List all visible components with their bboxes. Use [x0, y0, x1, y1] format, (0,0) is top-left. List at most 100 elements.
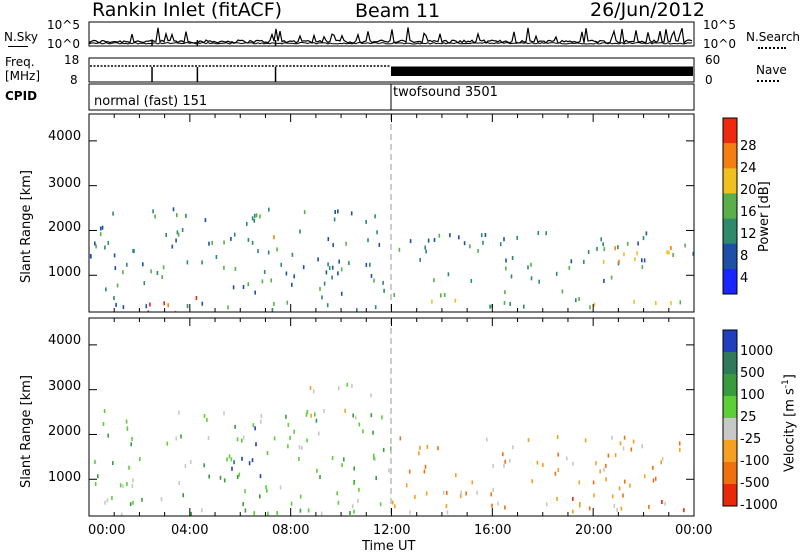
velocity-cell — [424, 464, 427, 469]
power-cell — [254, 290, 256, 295]
power-cell — [433, 237, 436, 242]
velocity-cell — [442, 490, 445, 495]
power-cell — [152, 209, 154, 214]
velocity-cell — [254, 426, 256, 431]
velocity-cell — [203, 414, 206, 418]
power-cell — [365, 219, 367, 224]
power-cell — [268, 207, 270, 212]
power-ylabel: Slant Range [km] — [19, 170, 34, 283]
power-cell — [510, 274, 513, 279]
power-cell — [626, 241, 629, 246]
velocity-cell — [372, 430, 374, 435]
nsky-tick-high: 10^5 — [47, 18, 80, 32]
velocity-cell — [122, 484, 124, 489]
power-cell — [684, 243, 686, 248]
velocity-cell — [476, 490, 478, 495]
velocity-cell — [131, 483, 134, 488]
velocity-cell — [299, 508, 302, 513]
velocity-cell — [120, 512, 123, 516]
power-colorbar-segment — [723, 268, 737, 295]
power-cell — [370, 273, 373, 278]
velocity-cell — [654, 476, 657, 481]
velocity-cell — [287, 444, 289, 449]
nsearch-tick-low: 10^0 — [703, 37, 736, 51]
power-cell — [201, 260, 203, 265]
velocity-cell — [128, 465, 130, 470]
velocity-panel-frame — [88, 317, 695, 517]
power-cell — [285, 271, 288, 276]
power-cell — [337, 271, 339, 276]
velocity-cell — [301, 445, 303, 450]
power-cell — [545, 231, 547, 236]
power-cell — [610, 275, 613, 280]
power-cell — [419, 257, 421, 262]
power-cell — [167, 303, 169, 308]
power-cell — [603, 247, 606, 252]
velocity-cell — [652, 465, 654, 470]
power-cell — [208, 241, 210, 246]
power-ytick-4000: 4000 — [48, 129, 82, 144]
velocity-cell — [648, 504, 650, 509]
velocity-cell — [259, 474, 262, 479]
velocity-cell — [337, 500, 340, 505]
velocity-cell — [298, 457, 300, 461]
power-cell — [617, 245, 619, 250]
velocity-cell — [614, 453, 617, 458]
velocity-cell — [379, 502, 382, 507]
velocity-cell — [605, 477, 607, 482]
velocity-cell — [388, 468, 390, 473]
power-cell — [323, 281, 326, 286]
velocity-cell — [273, 436, 276, 441]
power-cell — [90, 254, 92, 259]
velocity-cell — [94, 459, 96, 464]
velocity-cell — [353, 509, 355, 514]
velocity-cell — [613, 504, 616, 508]
velocity-cell — [252, 423, 255, 428]
power-cell — [328, 266, 331, 271]
velocity-cell — [141, 497, 143, 502]
power-cell — [470, 278, 473, 283]
power-cell — [257, 249, 259, 254]
velocity-cell — [641, 444, 643, 449]
power-cell — [150, 269, 152, 274]
velocity-cell — [370, 393, 372, 398]
power-cbar-tick-12: 12 — [740, 227, 757, 242]
power-cell — [154, 214, 156, 219]
power-cell — [253, 213, 256, 218]
velocity-cell — [578, 480, 581, 485]
power-cell — [365, 262, 368, 267]
velocity-cell — [253, 511, 255, 516]
velocity-cell — [279, 485, 282, 490]
power-cell — [280, 262, 282, 267]
power-cell — [186, 304, 189, 309]
velocity-cell — [244, 508, 247, 513]
power-cell — [600, 237, 602, 242]
nave-tick-high: 60 — [705, 53, 721, 67]
velocity-colorbar-segment — [723, 440, 737, 463]
velocity-cell — [346, 382, 349, 387]
velocity-cell — [611, 435, 613, 440]
power-colorbar-frame — [722, 117, 738, 295]
power-cell — [142, 262, 144, 267]
power-cell — [105, 287, 107, 292]
power-cell — [185, 213, 187, 218]
velocity-cell — [265, 485, 267, 490]
velocity-cell — [679, 447, 681, 452]
velocity-cell — [545, 502, 548, 507]
power-cell — [504, 290, 506, 295]
power-cell — [326, 303, 329, 308]
velocity-cell — [314, 412, 316, 417]
velocity-cell — [566, 456, 568, 461]
power-cell — [255, 213, 258, 218]
velocity-cell — [228, 454, 231, 459]
velocity-colorbar-segment — [723, 374, 737, 397]
velocity-cell — [139, 457, 141, 462]
freq-panel-frame — [88, 57, 695, 83]
power-cell — [636, 251, 638, 256]
velocity-cell — [104, 500, 106, 505]
station-title: Rankin Inlet (fitACF) — [92, 0, 283, 21]
power-cell — [175, 238, 177, 243]
velocity-cell — [260, 419, 262, 424]
velocity-cell — [131, 437, 133, 441]
